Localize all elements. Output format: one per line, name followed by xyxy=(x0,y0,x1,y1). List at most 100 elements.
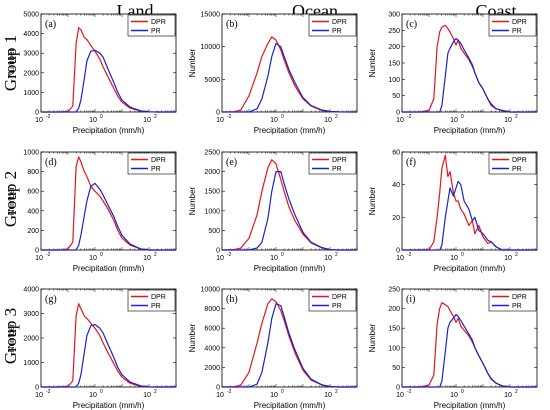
x-axis-label: Precipitation (mm/h) xyxy=(254,264,326,273)
y-axis-label: Number xyxy=(368,323,377,352)
y-tick-label: 10000 xyxy=(201,44,221,51)
y-tick-label: 200 xyxy=(27,228,39,235)
x-tick-exponent: 2 xyxy=(515,389,518,395)
x-tick-label: 10 xyxy=(89,392,97,399)
x-tick-label: 10 xyxy=(504,392,512,399)
y-tick-label: 4000 xyxy=(23,287,39,294)
x-axis-label: Precipitation (mm/h) xyxy=(434,264,506,273)
x-tick-label: 10 xyxy=(143,255,151,262)
y-tick-label: 200 xyxy=(388,306,400,313)
legend-label: PR xyxy=(151,303,161,310)
y-tick-label: 250 xyxy=(388,287,400,294)
y-tick-label: 3000 xyxy=(23,51,39,58)
y-tick-label: 2000 xyxy=(23,336,39,343)
panel-letter: (d) xyxy=(45,157,57,168)
x-tick-exponent: 2 xyxy=(154,252,157,258)
x-tick-exponent: -2 xyxy=(227,389,232,395)
x-tick-label: 10 xyxy=(270,255,278,262)
panel-letter: (c) xyxy=(406,19,417,30)
panel-letter: (g) xyxy=(45,294,57,305)
panel-letter: (b) xyxy=(226,19,238,30)
series-line-pr xyxy=(222,171,357,251)
y-axis-label: Number xyxy=(7,48,16,77)
y-tick-label: 50 xyxy=(392,365,400,372)
legend-label: PR xyxy=(512,28,522,35)
x-tick-exponent: 0 xyxy=(461,114,464,120)
y-tick-label: 0 xyxy=(35,385,39,392)
x-tick-exponent: 0 xyxy=(281,252,284,258)
y-tick-label: 0 xyxy=(216,385,220,392)
series-line-pr xyxy=(222,42,358,113)
x-tick-label: 10 xyxy=(143,117,151,124)
x-axis-label: Precipitation (mm/h) xyxy=(73,264,145,273)
series-line-dpr xyxy=(402,24,537,113)
row-title: Group 3 xyxy=(1,308,20,364)
y-tick-label: 4000 xyxy=(204,345,220,352)
x-tick-exponent: -2 xyxy=(227,114,232,120)
y-tick-label: 60 xyxy=(392,150,400,157)
x-tick-exponent: 2 xyxy=(515,114,518,120)
x-tick-exponent: 2 xyxy=(154,114,157,120)
y-tick-label: 100 xyxy=(388,345,400,352)
legend-label: DPR xyxy=(332,157,347,164)
row-title: Group 2 xyxy=(1,171,20,227)
y-axis-label: Number xyxy=(7,186,16,215)
x-tick-label: 10 xyxy=(504,117,512,124)
legend-label: DPR xyxy=(332,294,347,301)
panel-letter: (i) xyxy=(406,294,415,305)
y-tick-label: 6000 xyxy=(204,326,220,333)
x-tick-exponent: -2 xyxy=(46,114,51,120)
x-tick-label: 10 xyxy=(89,255,97,262)
x-tick-exponent: 2 xyxy=(335,389,338,395)
legend-label: DPR xyxy=(151,19,166,26)
legend-label: DPR xyxy=(512,157,527,164)
y-tick-label: 1000 xyxy=(23,360,39,367)
y-tick-label: 15000 xyxy=(201,12,221,19)
x-tick-exponent: -2 xyxy=(407,252,412,258)
y-tick-label: 0 xyxy=(35,110,39,117)
y-axis-label: Number xyxy=(7,323,16,352)
x-tick-exponent: 2 xyxy=(335,252,338,258)
legend-label: PR xyxy=(151,166,161,173)
y-tick-label: 1500 xyxy=(204,189,220,196)
panel-letter: (a) xyxy=(45,19,56,30)
x-tick-exponent: 2 xyxy=(515,252,518,258)
x-tick-exponent: 0 xyxy=(100,114,103,120)
legend-label: PR xyxy=(332,166,342,173)
row-title: Group 1 xyxy=(1,35,20,91)
series-line-pr xyxy=(41,323,176,388)
y-tick-label: 100 xyxy=(388,77,400,84)
y-tick-label: 0 xyxy=(396,248,400,255)
legend-label: PR xyxy=(332,28,342,35)
legend-label: DPR xyxy=(151,157,166,164)
x-tick-exponent: 2 xyxy=(154,389,157,395)
x-tick-label: 10 xyxy=(396,392,404,399)
y-tick-label: 150 xyxy=(388,61,400,68)
y-tick-label: 800 xyxy=(27,169,39,176)
y-tick-label: 0 xyxy=(396,385,400,392)
y-tick-label: 5000 xyxy=(23,12,39,19)
legend-label: DPR xyxy=(151,294,166,301)
y-tick-label: 8000 xyxy=(204,306,220,313)
x-tick-label: 10 xyxy=(396,255,404,262)
x-tick-label: 10 xyxy=(89,117,97,124)
y-tick-label: 400 xyxy=(27,208,39,215)
y-tick-label: 2500 xyxy=(204,150,220,157)
x-tick-exponent: -2 xyxy=(407,389,412,395)
legend-label: DPR xyxy=(512,294,527,301)
legend-label: PR xyxy=(332,303,342,310)
series-line-pr xyxy=(402,180,537,251)
legend-label: PR xyxy=(512,166,522,173)
x-tick-exponent: 0 xyxy=(100,252,103,258)
legend-label: PR xyxy=(512,303,522,310)
x-axis-label: Precipitation (mm/h) xyxy=(254,126,326,135)
series-line-pr xyxy=(222,303,357,388)
panel-letter: (e) xyxy=(226,157,237,168)
x-axis-label: Precipitation (mm/h) xyxy=(434,401,506,410)
